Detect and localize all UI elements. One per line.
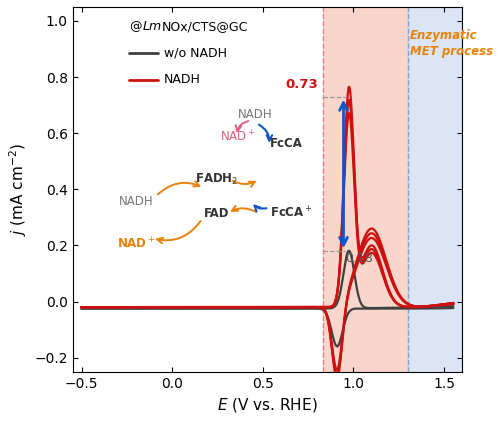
Y-axis label: $j$ (mA cm$^{-2}$): $j$ (mA cm$^{-2}$) xyxy=(7,143,28,236)
Bar xyxy=(408,7,462,372)
Text: Lm: Lm xyxy=(142,20,162,33)
Text: FAD: FAD xyxy=(204,207,230,220)
Text: 0.18: 0.18 xyxy=(346,253,373,265)
Text: NADH: NADH xyxy=(238,109,273,121)
Text: NADH: NADH xyxy=(164,73,201,86)
Text: 0.73: 0.73 xyxy=(286,78,318,91)
Text: NAD$^+$: NAD$^+$ xyxy=(117,236,155,252)
Text: NADH: NADH xyxy=(118,195,154,208)
X-axis label: $E$ (V vs. RHE): $E$ (V vs. RHE) xyxy=(217,396,318,414)
Text: NOx/CTS@GC: NOx/CTS@GC xyxy=(162,20,248,33)
Text: Enzymatic
MET process: Enzymatic MET process xyxy=(410,29,493,59)
Text: @: @ xyxy=(129,20,141,33)
Text: NAD$^+$: NAD$^+$ xyxy=(220,130,256,145)
Text: FcCA$^+$: FcCA$^+$ xyxy=(270,205,312,221)
Text: FADH$_2$: FADH$_2$ xyxy=(195,172,238,187)
Bar xyxy=(322,7,408,372)
Text: FcCA: FcCA xyxy=(270,136,303,149)
Text: w/o NADH: w/o NADH xyxy=(164,46,227,59)
